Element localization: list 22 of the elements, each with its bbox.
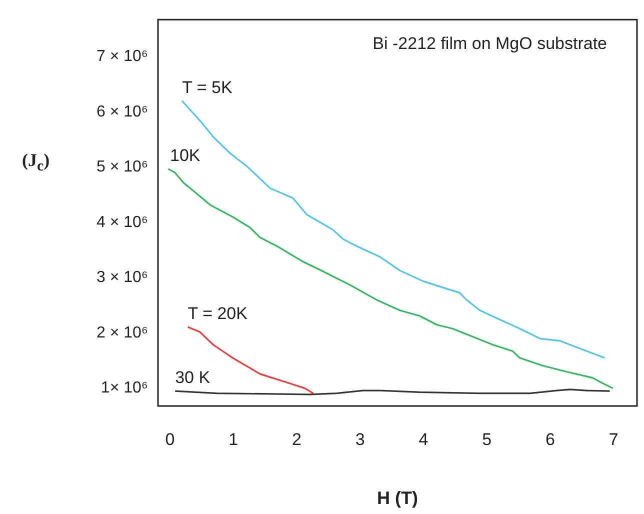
y-tick-label: 7 × 10⁶	[96, 48, 148, 66]
x-tick-label: 5	[482, 430, 492, 449]
x-tick-label: 7	[608, 430, 618, 449]
series-label: 10K	[170, 146, 201, 165]
x-tick-label: 2	[292, 430, 302, 449]
y-tick-label: 1× 10⁶	[100, 380, 148, 397]
x-tick-label: 0	[165, 430, 175, 449]
x-tick-label: 1	[228, 430, 238, 449]
x-axis-title: H (T)	[377, 488, 418, 508]
series-label: 30 K	[175, 368, 211, 388]
y-tick-label: 2 × 10⁶	[96, 324, 148, 342]
y-tick-label: 6 × 10⁶	[96, 103, 148, 120]
x-tick-label: 3	[355, 430, 365, 449]
annotation: Bi -2212 film on MgO substrate	[372, 34, 607, 53]
y-tick-label: 3 × 10⁶	[96, 269, 148, 286]
y-tick-label: 4 × 10⁶	[96, 214, 148, 231]
x-tick-label: 6	[545, 430, 555, 449]
series-label: T = 20K	[188, 304, 248, 323]
y-axis-title: (J$_{c}$)	[22, 150, 50, 176]
series-label: T = 5K	[182, 78, 233, 97]
x-tick-label: 4	[418, 430, 428, 449]
y-tick-label: 5 × 10⁶	[96, 158, 148, 176]
